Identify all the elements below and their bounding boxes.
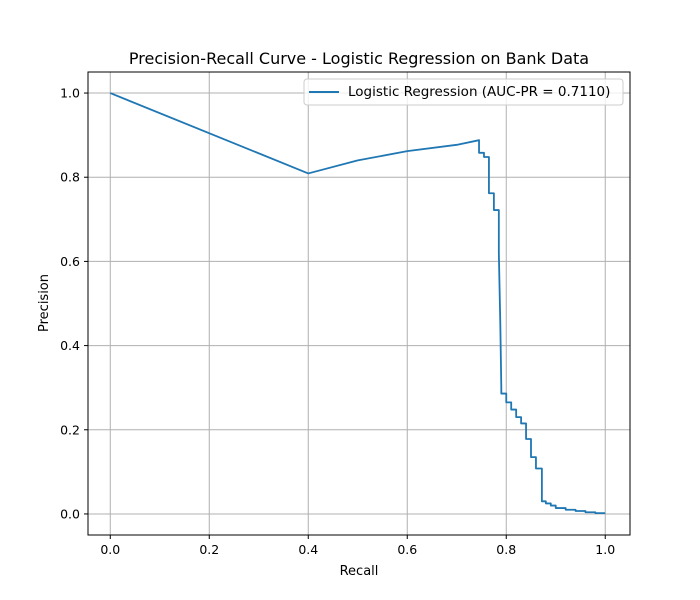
legend-label: Logistic Regression (AUC-PR = 0.7110) bbox=[348, 84, 610, 100]
y-axis-ticks: 0.0 0.2 0.4 0.6 0.8 1.0 bbox=[60, 86, 88, 521]
series-layer bbox=[109, 92, 606, 515]
plot-frame bbox=[87, 71, 631, 536]
x-tick-label: 0.0 bbox=[100, 542, 120, 557]
y-tick-label: 1.0 bbox=[60, 86, 80, 101]
x-tick-label: 0.6 bbox=[397, 542, 417, 557]
series-line bbox=[109, 92, 606, 515]
y-axis-label: Precision bbox=[37, 274, 52, 332]
x-tick-label: 0.4 bbox=[298, 542, 318, 557]
legend-box bbox=[303, 78, 624, 106]
y-tick-label: 0.6 bbox=[60, 254, 80, 269]
y-tick-label: 0.2 bbox=[60, 422, 80, 437]
x-axis-label: Recall bbox=[340, 564, 379, 579]
grid bbox=[88, 72, 630, 535]
x-tick-label: 0.8 bbox=[496, 542, 516, 557]
y-tick-label: 0.0 bbox=[60, 506, 80, 521]
y-tick-label: 0.4 bbox=[60, 338, 80, 353]
chart-title: Precision-Recall Curve - Logistic Regres… bbox=[129, 49, 589, 68]
x-tick-label: 1.0 bbox=[595, 542, 615, 557]
x-axis-ticks: 0.0 0.2 0.4 0.6 0.8 1.0 bbox=[100, 535, 615, 557]
legend: Logistic Regression (AUC-PR = 0.7110) bbox=[303, 78, 624, 106]
x-tick-label: 0.2 bbox=[199, 542, 219, 557]
y-tick-label: 0.8 bbox=[60, 170, 80, 185]
